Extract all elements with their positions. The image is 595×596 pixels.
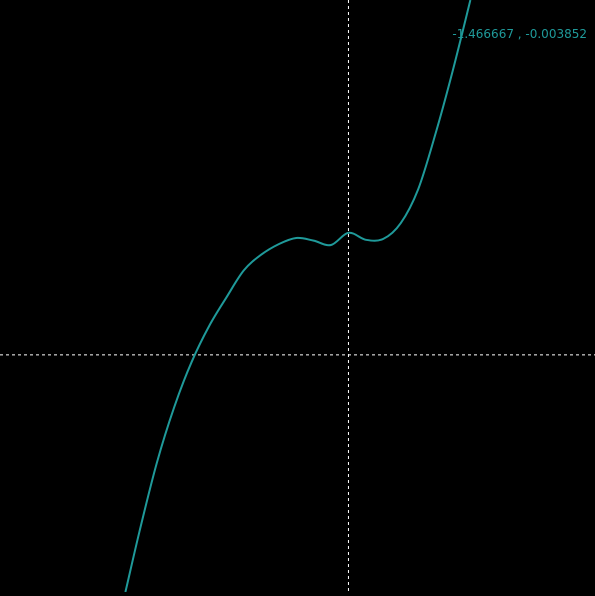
coordinate-readout: -1.466667 , -0.003852 [452, 27, 587, 41]
function-curve [124, 0, 472, 593]
